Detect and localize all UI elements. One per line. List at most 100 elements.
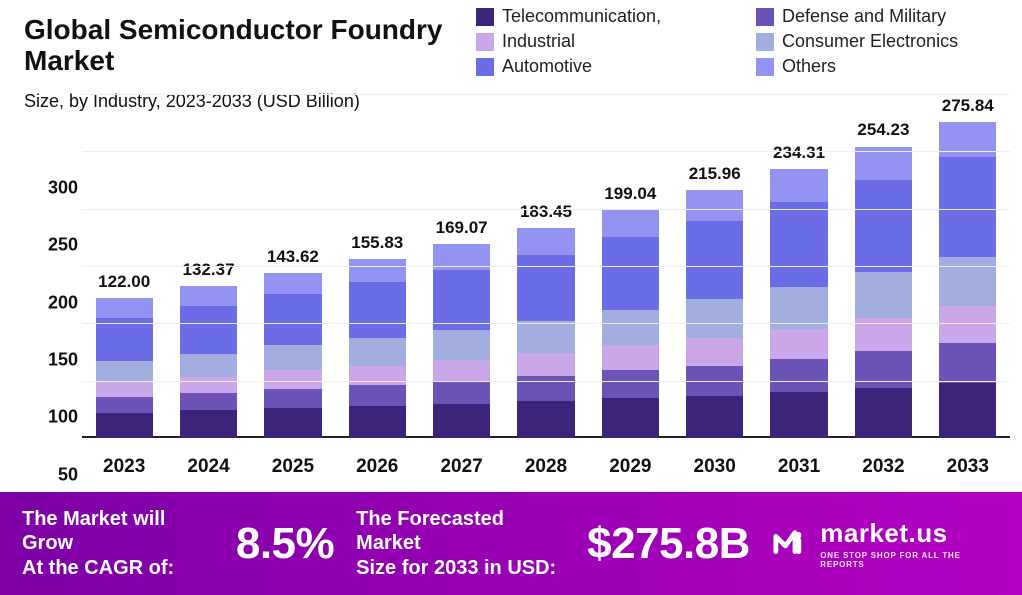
bar-segments bbox=[433, 244, 490, 438]
bar-segment bbox=[349, 366, 406, 385]
x-axis-ticks: 2023202420252026202720282029203020312032… bbox=[82, 456, 1010, 478]
gridline bbox=[82, 381, 1010, 382]
brand-name: market.us bbox=[820, 518, 947, 549]
x-tick-label: 2032 bbox=[841, 456, 925, 478]
bar-segment bbox=[855, 388, 912, 438]
bar-segment bbox=[602, 345, 659, 370]
brand-block: market.us ONE STOP SHOP FOR ALL THE REPO… bbox=[772, 518, 1000, 569]
bar-segments bbox=[517, 228, 574, 438]
bar-segments bbox=[939, 122, 996, 438]
bar-segment bbox=[770, 329, 827, 359]
bar-total-label: 183.45 bbox=[517, 202, 574, 222]
bar-segments bbox=[180, 286, 237, 438]
bar-segment bbox=[686, 221, 743, 299]
bar-total-label: 143.62 bbox=[264, 247, 321, 267]
bar-segment bbox=[602, 310, 659, 346]
bar-segment bbox=[939, 306, 996, 343]
bar-segment bbox=[517, 255, 574, 322]
y-tick-label: 300 bbox=[18, 178, 78, 199]
bar-total-label: 122.00 bbox=[96, 272, 153, 292]
legend: Telecommunication, Defense and Military In… bbox=[476, 6, 1010, 77]
y-tick-label: 100 bbox=[18, 407, 78, 428]
stacked-bar: 254.23 bbox=[855, 146, 912, 438]
bar-total-label: 234.31 bbox=[770, 143, 827, 163]
bar-segment bbox=[686, 299, 743, 338]
bar-segments bbox=[264, 273, 321, 438]
legend-label: Others bbox=[782, 56, 836, 77]
bar-segment bbox=[264, 408, 321, 438]
legend-swatch bbox=[756, 58, 774, 76]
bar-segment bbox=[264, 294, 321, 346]
bar-segment bbox=[433, 360, 490, 381]
y-tick-label: 250 bbox=[18, 235, 78, 256]
title-line-1: Global Semiconductor Foundry bbox=[24, 14, 442, 45]
bar-segment bbox=[686, 396, 743, 438]
bar-segment bbox=[433, 381, 490, 404]
bar-segment bbox=[96, 397, 153, 413]
legend-item: Others bbox=[756, 56, 1010, 77]
legend-label: Consumer Electronics bbox=[782, 31, 958, 52]
bar-segment bbox=[517, 401, 574, 438]
bar-segment bbox=[602, 398, 659, 438]
stacked-bar: 275.84 bbox=[939, 122, 996, 438]
x-tick-label: 2029 bbox=[588, 456, 672, 478]
stacked-bar: 143.62 bbox=[264, 273, 321, 438]
legend-label: Industrial bbox=[502, 31, 575, 52]
x-tick-label: 2025 bbox=[251, 456, 335, 478]
stacked-bar: 122.00 bbox=[96, 298, 153, 438]
legend-label: Telecommunication, bbox=[502, 6, 661, 27]
bar-segment bbox=[349, 259, 406, 282]
y-tick-label: 150 bbox=[18, 350, 78, 371]
brand-logo-icon bbox=[772, 524, 810, 564]
bar-segments bbox=[855, 146, 912, 438]
bar-segment bbox=[686, 190, 743, 221]
bar-segment bbox=[939, 383, 996, 438]
bar-segment bbox=[855, 272, 912, 318]
bar-segment bbox=[96, 413, 153, 438]
bar-total-label: 199.04 bbox=[602, 184, 659, 204]
y-tick-label: 200 bbox=[18, 292, 78, 313]
bar-segment bbox=[686, 338, 743, 366]
bar-segment bbox=[264, 370, 321, 388]
legend-label: Defense and Military bbox=[782, 6, 946, 27]
brand-text: market.us ONE STOP SHOP FOR ALL THE REPO… bbox=[820, 518, 1000, 569]
x-tick-label: 2028 bbox=[504, 456, 588, 478]
bar-segment bbox=[349, 282, 406, 338]
bar-segment bbox=[433, 270, 490, 331]
bar-segment bbox=[855, 180, 912, 272]
legend-item: Telecommunication, bbox=[476, 6, 730, 27]
x-tick-label: 2033 bbox=[926, 456, 1010, 478]
bar-segment bbox=[855, 351, 912, 388]
chart-area: 122.00132.37143.62155.83169.07183.45199.… bbox=[0, 94, 1022, 492]
bar-total-label: 275.84 bbox=[939, 96, 996, 116]
gridline bbox=[82, 266, 1010, 267]
legend-swatch bbox=[476, 33, 494, 51]
x-tick-label: 2030 bbox=[673, 456, 757, 478]
gridline bbox=[82, 151, 1010, 152]
cagr-value: 8.5% bbox=[236, 519, 334, 569]
bar-segment bbox=[517, 228, 574, 255]
brand-tagline: ONE STOP SHOP FOR ALL THE REPORTS bbox=[820, 551, 1000, 569]
x-tick-label: 2027 bbox=[419, 456, 503, 478]
bar-segment bbox=[433, 330, 490, 360]
y-tick-label: 50 bbox=[18, 464, 78, 485]
chart-card: Global Semiconductor Foundry Market Size… bbox=[0, 0, 1022, 595]
bar-segments bbox=[96, 298, 153, 438]
bar-segments bbox=[686, 190, 743, 438]
bar-total-label: 169.07 bbox=[433, 218, 490, 238]
bar-segment bbox=[180, 286, 237, 306]
chart-top: Global Semiconductor Foundry Market Size… bbox=[0, 0, 1022, 492]
legend-swatch bbox=[476, 8, 494, 26]
stacked-bar: 215.96 bbox=[686, 190, 743, 438]
legend-item: Consumer Electronics bbox=[756, 31, 1010, 52]
forecast-label: The Forecasted MarketSize for 2033 in US… bbox=[356, 507, 565, 580]
bar-segment bbox=[96, 382, 153, 397]
bar-total-label: 132.37 bbox=[180, 260, 237, 280]
stacked-bar: 132.37 bbox=[180, 286, 237, 438]
legend-swatch bbox=[756, 33, 774, 51]
bar-segment bbox=[939, 157, 996, 257]
bar-segment bbox=[96, 361, 153, 382]
bar-segment bbox=[264, 273, 321, 293]
stacked-bar: 183.45 bbox=[517, 228, 574, 438]
legend-item: Automotive bbox=[476, 56, 730, 77]
